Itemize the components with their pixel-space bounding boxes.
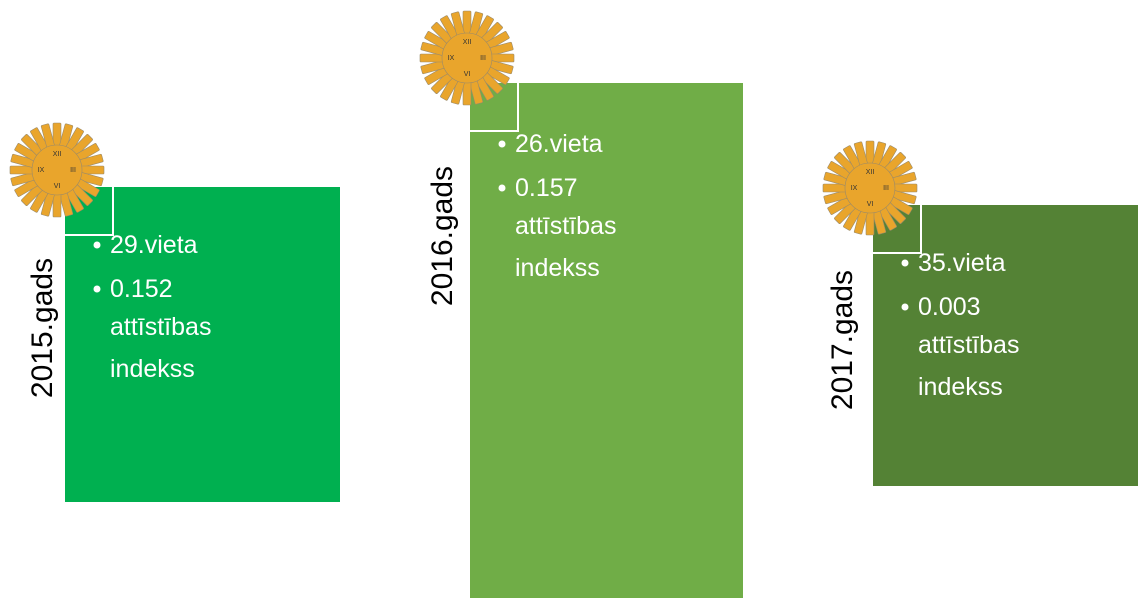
- panel: [65, 187, 340, 502]
- bullet-text: 0.157: [515, 174, 578, 202]
- bullet-dot: [498, 184, 506, 192]
- year-label: 2017.gads: [826, 270, 859, 410]
- clock-numeral: III: [480, 55, 486, 62]
- bullet-text: 26.vieta: [515, 130, 603, 158]
- bullet-text: attīstības: [110, 313, 211, 341]
- year-label: 2015.gads: [26, 258, 59, 398]
- bullet-dot: [901, 303, 909, 311]
- clock-numeral: VI: [867, 201, 874, 208]
- bullet-text: 29.vieta: [110, 231, 198, 259]
- bullet-dot: [93, 285, 101, 293]
- bullet-text: 0.003: [918, 293, 981, 321]
- bullet-text: attīstības: [515, 212, 616, 240]
- clock-face: [844, 162, 896, 214]
- corner-frame: [65, 187, 114, 236]
- year-label: 2016.gads: [426, 166, 459, 306]
- clock-numeral: VI: [464, 71, 471, 78]
- clock-numeral: IX: [448, 55, 455, 62]
- bullet-text: indekss: [110, 355, 195, 383]
- bullet-dot: [901, 259, 909, 267]
- bullet-dot: [93, 241, 101, 249]
- clock-numeral: XII: [53, 151, 62, 158]
- clock-icon: XII III VI IX: [419, 10, 515, 106]
- clock-face: [31, 144, 83, 196]
- panel: [470, 83, 743, 598]
- bullet-dot: [498, 140, 506, 148]
- clock-numeral: XII: [866, 169, 875, 176]
- clock-face: [441, 32, 493, 84]
- bullet-text: indekss: [918, 373, 1003, 401]
- clock-numeral: XII: [463, 39, 472, 46]
- panel: [873, 205, 1138, 486]
- bullet-text: 35.vieta: [918, 249, 1006, 277]
- clock-numeral: IX: [38, 167, 45, 174]
- clock-numeral: VI: [54, 183, 61, 190]
- corner-frame: [873, 205, 922, 254]
- clock-icon: XII III VI IX: [822, 140, 918, 236]
- clock-icon: XII III VI IX: [9, 122, 105, 218]
- bullet-text: indekss: [515, 254, 600, 282]
- corner-frame: [470, 83, 519, 132]
- clock-numeral: III: [70, 167, 76, 174]
- bullet-text: attīstības: [918, 331, 1019, 359]
- bullet-text: 0.152: [110, 275, 173, 303]
- clock-numeral: IX: [851, 185, 858, 192]
- clock-numeral: III: [883, 185, 889, 192]
